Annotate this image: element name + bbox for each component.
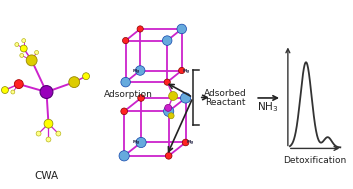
Circle shape [164,79,170,85]
Circle shape [179,67,185,74]
Circle shape [56,131,61,136]
Text: Adsorption: Adsorption [104,91,153,99]
Circle shape [165,153,172,159]
Text: Mg: Mg [133,140,140,144]
Circle shape [20,53,24,57]
Circle shape [44,119,53,128]
Circle shape [119,151,129,161]
Circle shape [162,36,172,45]
Circle shape [46,137,51,142]
Circle shape [22,39,26,43]
Circle shape [14,80,23,89]
Circle shape [69,77,80,88]
Circle shape [36,131,41,136]
Circle shape [15,43,19,46]
Circle shape [35,50,38,54]
Circle shape [177,24,186,34]
Text: Mg: Mg [159,118,168,123]
Text: Adsorbed: Adsorbed [204,88,247,98]
Circle shape [136,66,145,75]
Text: Mg: Mg [157,47,165,52]
Circle shape [136,137,146,148]
Text: Mg: Mg [183,68,190,73]
Circle shape [168,113,174,119]
Circle shape [169,91,178,100]
Circle shape [1,87,8,94]
Circle shape [121,108,127,115]
Text: Detoxification: Detoxification [283,156,346,165]
Text: Reactant: Reactant [205,98,246,107]
Circle shape [137,26,143,32]
Circle shape [165,104,172,111]
Circle shape [26,55,37,66]
Circle shape [83,73,90,80]
Circle shape [163,106,174,116]
Circle shape [20,45,27,52]
Text: NH$_3$: NH$_3$ [257,100,279,114]
Text: CWA: CWA [35,171,59,181]
Circle shape [182,139,189,146]
Circle shape [40,86,53,98]
Text: Mg: Mg [132,68,139,73]
Circle shape [138,95,144,101]
Circle shape [122,37,129,44]
Circle shape [121,77,130,87]
Circle shape [180,93,191,103]
Circle shape [11,90,15,94]
Text: Mg: Mg [187,140,193,144]
